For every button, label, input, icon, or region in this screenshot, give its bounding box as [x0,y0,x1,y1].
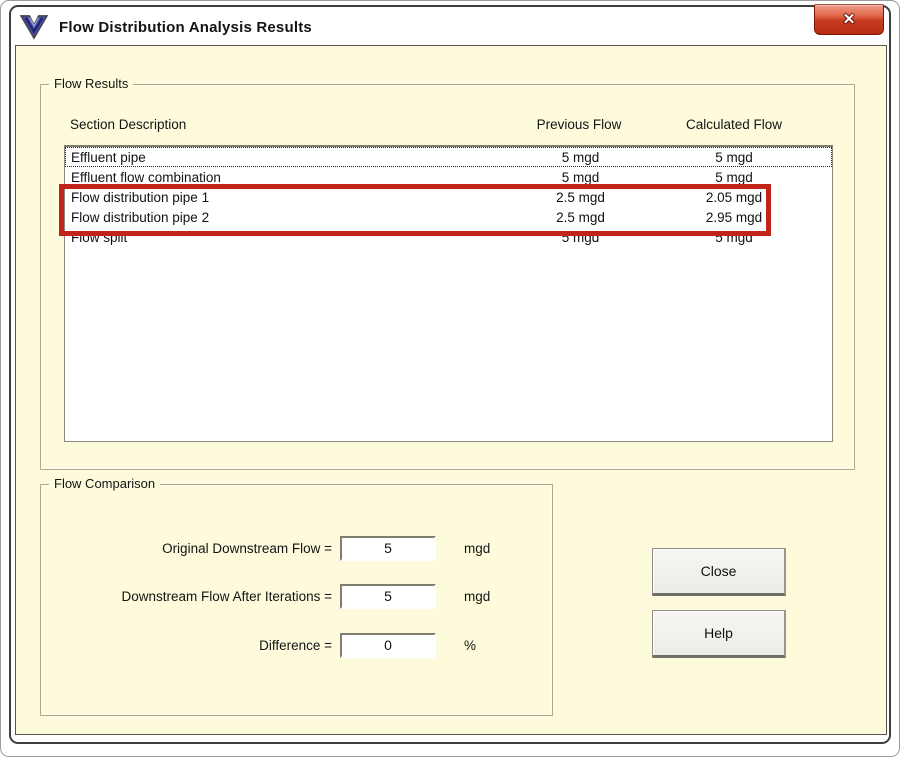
cell-previous-flow: 5 mgd [561,169,600,185]
difference-unit: % [464,637,477,653]
cell-calculated-flow: 5 mgd [715,229,753,245]
flow-results-list[interactable]: Effluent pipe 5 mgd 5 mgd Effluent flow … [64,145,833,442]
cell-section: Effluent pipe [71,149,146,165]
difference-field[interactable] [340,632,436,658]
cell-section: Flow distribution pipe 2 [71,209,210,225]
column-header-section-description: Section Description [70,117,187,132]
table-row[interactable]: Flow distribution pipe 1 2.5 mgd 2.05 mg… [65,187,832,207]
cell-section: Flow split [71,229,128,245]
dialog-client-area: Flow Results Section Description Previou… [15,45,887,735]
downstream-flow-after-iterations-row: Downstream Flow After Iterations = mgd [52,583,524,609]
cell-calculated-flow: 2.05 mgd [705,189,763,205]
original-downstream-flow-field[interactable] [340,535,436,561]
close-button[interactable]: Close [652,548,786,596]
cell-section: Flow distribution pipe 1 [71,189,210,205]
original-downstream-flow-row: Original Downstream Flow = mgd [52,535,524,561]
cell-section: Effluent flow combination [71,169,221,185]
cell-previous-flow: 2.5 mgd [556,209,605,225]
cell-previous-flow: 2.5 mgd [556,189,605,205]
close-icon: ✕ [842,11,856,28]
flow-results-group-label: Flow Results [49,76,134,91]
table-row[interactable]: Effluent flow combination 5 mgd 5 mgd [65,167,832,187]
column-header-previous-flow: Previous Flow [536,117,622,132]
cell-previous-flow: 5 mgd [561,149,600,165]
difference-label: Difference = [259,637,332,653]
original-downstream-flow-unit: mgd [464,540,491,556]
downstream-flow-after-iterations-unit: mgd [464,588,491,604]
title-bar[interactable]: Flow Distribution Analysis Results [13,9,887,45]
column-header-calculated-flow: Calculated Flow [685,117,783,132]
cell-calculated-flow: 5 mgd [715,169,753,185]
cell-previous-flow: 5 mgd [561,229,600,245]
difference-row: Difference = % [52,632,524,658]
flow-comparison-group-label: Flow Comparison [49,476,161,491]
flow-results-group: Flow Results [40,76,855,470]
flow-comparison-group: Flow Comparison [40,476,553,716]
close-window-button[interactable]: ✕ [814,4,884,35]
table-row[interactable]: Effluent pipe 5 mgd 5 mgd [65,147,832,167]
original-downstream-flow-label: Original Downstream Flow = [162,540,332,556]
table-row[interactable]: Flow split 5 mgd 5 mgd [65,227,832,247]
window-title: Flow Distribution Analysis Results [59,18,312,36]
table-row[interactable]: Flow distribution pipe 2 2.5 mgd 2.95 mg… [65,207,832,227]
help-button[interactable]: Help [652,610,786,658]
downstream-flow-after-iterations-field[interactable] [340,583,436,609]
cell-calculated-flow: 5 mgd [715,149,753,165]
downstream-flow-after-iterations-label: Downstream Flow After Iterations = [121,588,332,604]
app-logo-icon [19,15,49,40]
cell-calculated-flow: 2.95 mgd [705,209,763,225]
